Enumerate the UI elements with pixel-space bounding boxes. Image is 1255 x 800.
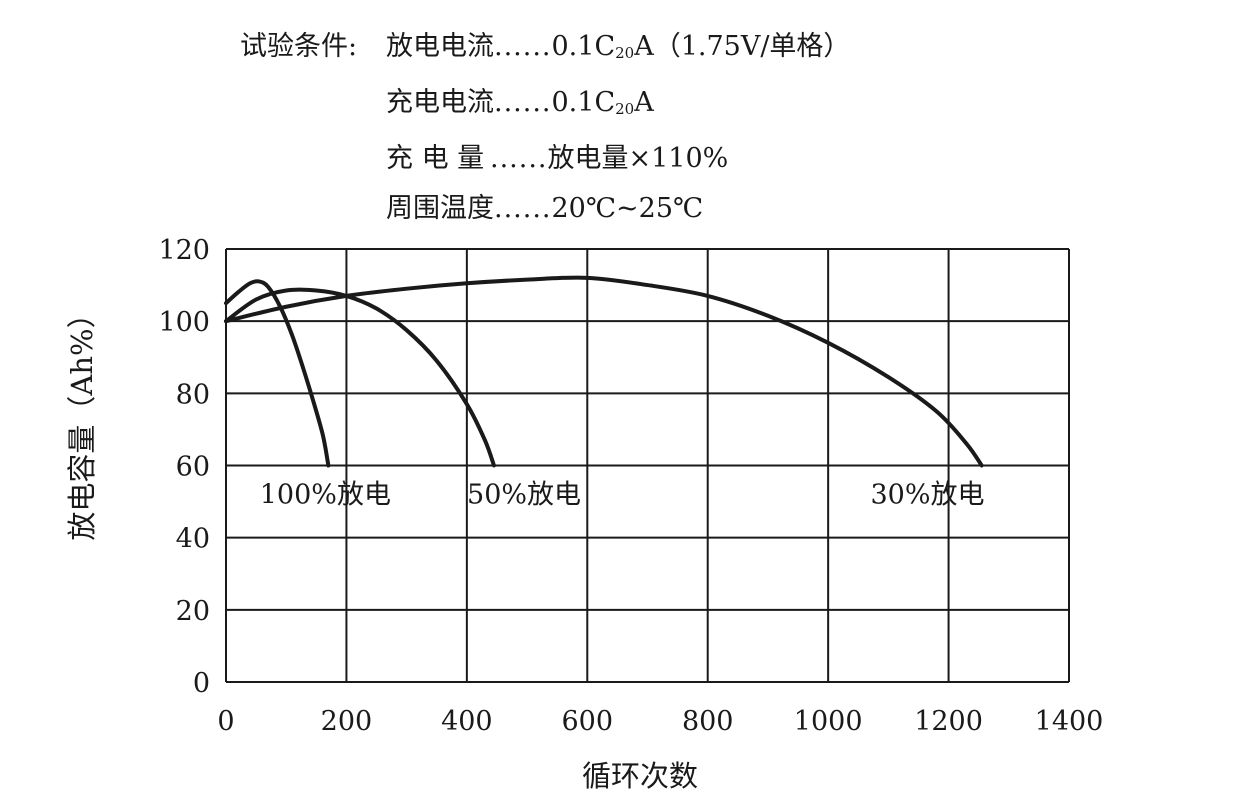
y-tick-label: 80	[176, 379, 210, 410]
y-tick-label: 0	[193, 668, 210, 699]
condition-label: 充电电流	[386, 87, 494, 118]
condition-row: 充 电 量 ...... 放电量×110%	[240, 134, 850, 184]
condition-row: 试验条件: 放电电流 ...... 0.1C20A（1.75V/单格）	[240, 22, 850, 78]
y-axis-title: 放电容量（Ah%）	[65, 299, 99, 540]
y-tick-label: 40	[176, 524, 210, 555]
x-tick-label: 800	[682, 706, 734, 737]
condition-label: 放电电流	[386, 31, 494, 62]
condition-value: 放电量×110%	[547, 143, 729, 174]
series-lines	[224, 275, 984, 468]
x-tick-label: 0	[217, 706, 234, 737]
condition-row: 充电电流 ...... 0.1C20A	[240, 78, 850, 134]
condition-dots: ......	[494, 31, 552, 62]
x-tick-label: 1000	[794, 706, 863, 737]
series-label: 50%放电	[467, 480, 581, 511]
series-labels: 100%放电 50%放电 30%放电	[260, 480, 985, 511]
x-axis-title: 循环次数	[582, 759, 698, 793]
grid	[225, 248, 1070, 683]
x-tick-label: 400	[441, 706, 493, 737]
y-tick-label: 60	[176, 452, 210, 483]
y-tick-label: 20	[176, 596, 210, 627]
condition-dots: ......	[494, 193, 552, 224]
condition-value: 0.1C20A	[551, 87, 654, 118]
y-tick-label: 120	[158, 235, 210, 266]
condition-label: 周围温度	[386, 193, 494, 224]
y-tick-label: 100	[158, 307, 210, 338]
x-tick-label: 1200	[914, 706, 983, 737]
x-tick-label: 600	[562, 706, 614, 737]
condition-dots: ......	[490, 143, 548, 174]
x-tick-label: 1400	[1035, 706, 1104, 737]
series-label: 30%放电	[870, 480, 984, 511]
conditions-prefix: 试验条件:	[240, 31, 358, 62]
condition-dots: ......	[494, 87, 552, 118]
condition-value: 0.1C20A（1.75V/单格）	[551, 31, 851, 62]
condition-row: 周围温度 ...... 20℃~25℃	[240, 184, 850, 234]
condition-value: 20℃~25℃	[551, 193, 704, 224]
series-line	[224, 279, 331, 468]
series-label: 100%放电	[260, 480, 391, 511]
series-line	[224, 275, 984, 468]
x-tick-label: 200	[321, 706, 373, 737]
test-conditions: 试验条件: 放电电流 ...... 0.1C20A（1.75V/单格） 充电电流…	[240, 22, 850, 234]
tick-labels: 0 200 400 600 800 1000 1200 1400 0 20 40 60 80 100 120	[158, 235, 1103, 737]
series-line	[224, 287, 496, 468]
condition-label: 充 电 量	[386, 143, 485, 174]
